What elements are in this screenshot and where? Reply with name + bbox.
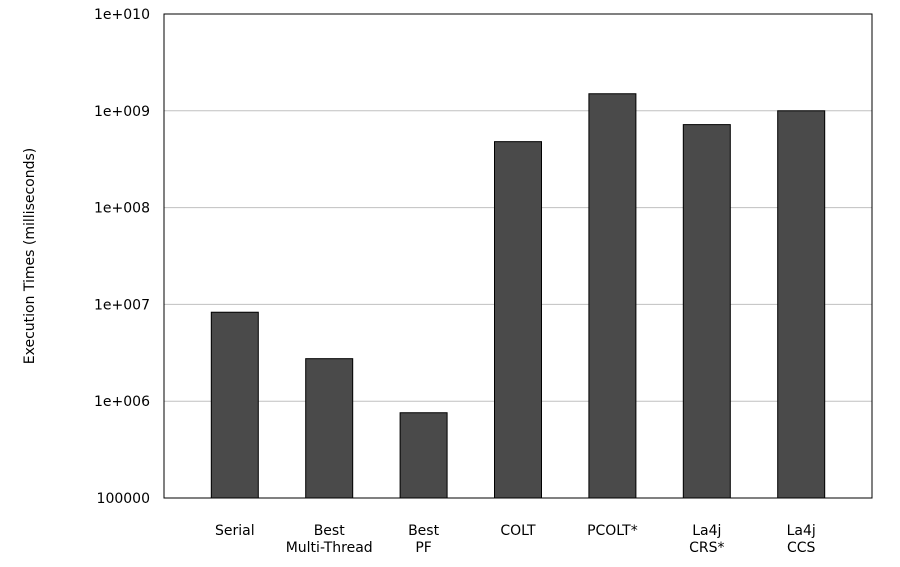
x-tick-labels: Serial Best Multi-Thread Best PF COLT PCOLT* La… xyxy=(215,523,816,556)
bar xyxy=(305,358,354,499)
x-tick-label: La4j CCS xyxy=(787,523,816,556)
x-tick-label: La4j CRS* xyxy=(689,523,724,556)
y-axis-label: Execution Times (milliseconds) xyxy=(22,148,38,365)
bar xyxy=(210,311,259,499)
bar xyxy=(777,110,826,499)
y-tick-label: 1e+007 xyxy=(94,297,150,313)
bar xyxy=(682,124,731,499)
y-tick-label: 1e+010 xyxy=(94,7,150,23)
y-tick-label: 1e+006 xyxy=(94,394,150,410)
x-tick-label: Best PF xyxy=(408,523,440,556)
plot-frame xyxy=(163,13,873,499)
bars xyxy=(210,93,826,499)
y-tick-label: 100000 xyxy=(97,491,150,507)
x-tick-label: Best Multi-Thread xyxy=(286,523,373,556)
y-tick-label: 1e+008 xyxy=(94,201,150,217)
x-tick-label: PCOLT* xyxy=(587,523,638,539)
y-tick-labels: 100000 1e+006 1e+007 1e+008 1e+009 1e+010 xyxy=(94,7,150,507)
bar xyxy=(494,141,542,499)
bar xyxy=(399,412,448,499)
x-tick-label: Serial xyxy=(215,523,255,539)
bar xyxy=(588,93,637,499)
x-tick-label: COLT xyxy=(500,523,536,539)
y-tick-label: 1e+009 xyxy=(94,104,150,120)
